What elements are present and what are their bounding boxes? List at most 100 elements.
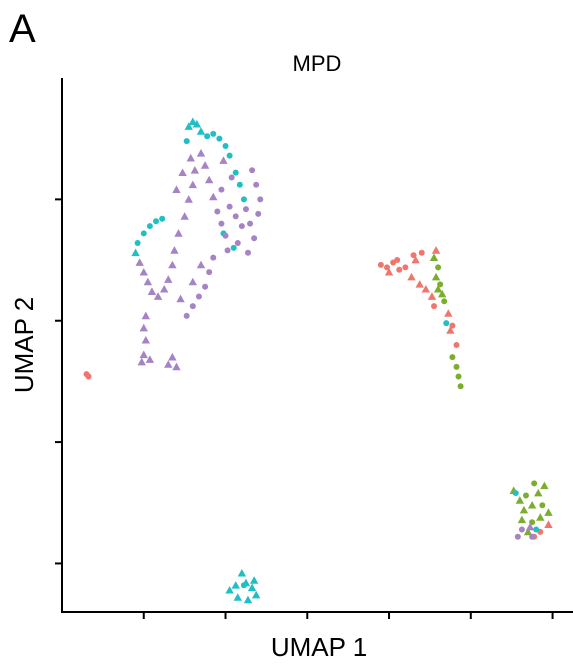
scatter-point-triangle xyxy=(184,195,193,203)
scatter-point-triangle xyxy=(407,272,416,281)
chart-title: MPD xyxy=(293,51,342,76)
scatter-point-triangle xyxy=(219,156,228,164)
scatter-point-circle xyxy=(257,196,264,203)
y-ticks xyxy=(55,198,62,565)
scatter-point-triangle xyxy=(139,267,148,276)
scatter-point-triangle xyxy=(204,175,214,184)
scatter-point-triangle xyxy=(164,360,173,368)
scatter-point-circle xyxy=(449,354,456,361)
scatter-point-triangle xyxy=(384,267,394,276)
scatter-point-circle xyxy=(437,281,444,288)
scatter-point-circle xyxy=(514,533,521,540)
scatter-point-triangle xyxy=(153,292,163,300)
scatter-point-circle xyxy=(230,244,237,251)
scatter-point-triangle xyxy=(139,350,148,359)
scatter-point-triangle xyxy=(190,166,200,174)
scatter-point-triangle xyxy=(139,323,148,332)
scatter-point-triangle xyxy=(137,357,146,366)
scatter-point-circle xyxy=(247,220,254,227)
scatter-point-circle xyxy=(210,130,217,137)
scatter-point-triangle xyxy=(196,127,206,135)
scatter-point-triangle xyxy=(544,520,553,528)
scatter-point-circle xyxy=(218,220,225,227)
scatter-point-triangle xyxy=(160,284,169,293)
scatter-point-circle xyxy=(402,264,409,271)
scatter-point-triangle xyxy=(135,258,144,266)
scatter-point-triangle xyxy=(196,149,206,157)
scatter-point-triangle xyxy=(180,212,189,220)
scatter-point-triangle xyxy=(172,362,181,371)
scatter-point-circle xyxy=(226,152,233,159)
scatter-point-triangle xyxy=(249,576,259,584)
scatter-point-triangle xyxy=(196,260,206,269)
scatter-point-triangle xyxy=(431,246,441,254)
scatter-point-triangle xyxy=(141,311,151,320)
scatter-point-circle xyxy=(383,264,390,271)
scatter-point-circle xyxy=(146,223,153,230)
scatter-point-triangle xyxy=(433,284,443,293)
scatter-point-circle xyxy=(377,261,384,268)
scatter-point-circle xyxy=(455,373,462,380)
scatter-point-triangle xyxy=(174,229,183,237)
scatter-point-circle xyxy=(531,480,538,487)
scatter-point-circle xyxy=(222,142,229,149)
scatter-point-circle xyxy=(431,303,438,310)
scatter-point-triangle xyxy=(178,168,187,177)
scatter-point-circle xyxy=(457,383,464,390)
scatter-point-circle xyxy=(222,232,229,239)
scatter-point-triangle xyxy=(143,277,153,286)
scatter-points xyxy=(83,117,553,604)
scatter-point-circle xyxy=(202,283,209,290)
scatter-point-circle xyxy=(134,240,141,247)
scatter-point-triangle xyxy=(437,289,447,298)
scatter-point-circle xyxy=(518,526,525,533)
scatter-point-triangle xyxy=(172,185,181,194)
scatter-point-triangle xyxy=(237,568,247,577)
scatter-point-circle xyxy=(153,218,160,225)
scatter-point-triangle xyxy=(225,585,234,594)
scatter-point-triangle xyxy=(519,505,529,514)
scatter-point-triangle xyxy=(411,255,420,264)
scatter-point-triangle xyxy=(527,501,537,509)
scatter-point-circle xyxy=(240,196,247,203)
scatter-point-triangle xyxy=(517,515,527,524)
scatter-point-circle xyxy=(435,264,442,271)
scatter-point-circle xyxy=(539,502,546,509)
scatter-point-circle xyxy=(396,266,403,273)
scatter-point-triangle xyxy=(247,583,257,592)
scatter-point-triangle xyxy=(209,192,218,201)
scatter-point-circle xyxy=(529,533,536,540)
scatter-point-circle xyxy=(85,373,92,380)
scatter-point-triangle xyxy=(540,481,549,490)
scatter-point-triangle xyxy=(131,248,140,257)
scatter-point-triangle xyxy=(544,508,553,516)
scatter-point-triangle xyxy=(429,253,439,261)
scatter-point-circle xyxy=(232,213,239,220)
scatter-point-circle xyxy=(195,293,202,300)
scatter-point-triangle xyxy=(168,352,177,361)
scatter-point-triangle xyxy=(536,513,545,521)
scatter-point-circle xyxy=(443,320,450,327)
scatter-point-circle xyxy=(232,169,239,176)
scatter-point-circle xyxy=(533,526,540,533)
scatter-point-circle xyxy=(204,133,211,140)
scatter-point-circle xyxy=(224,247,231,254)
scatter-point-circle xyxy=(183,138,190,145)
scatter-point-triangle xyxy=(523,527,533,536)
scatter-point-triangle xyxy=(168,260,177,269)
scatter-point-circle xyxy=(512,490,519,497)
scatter-point-circle xyxy=(522,492,529,499)
panel-label: A xyxy=(9,7,36,51)
scatter-point-circle xyxy=(214,208,221,215)
scatter-point-triangle xyxy=(231,581,240,589)
scatter-point-triangle xyxy=(446,326,455,334)
scatter-point-circle xyxy=(418,249,425,256)
scatter-point-circle xyxy=(441,298,448,305)
scatter-point-circle xyxy=(251,235,258,242)
scatter-point-triangle xyxy=(515,496,525,504)
x-ticks xyxy=(142,612,554,619)
scatter-point-circle xyxy=(206,269,213,276)
scatter-point-circle xyxy=(410,252,417,259)
scatter-point-circle xyxy=(453,342,460,348)
scatter-point-circle xyxy=(394,257,401,264)
